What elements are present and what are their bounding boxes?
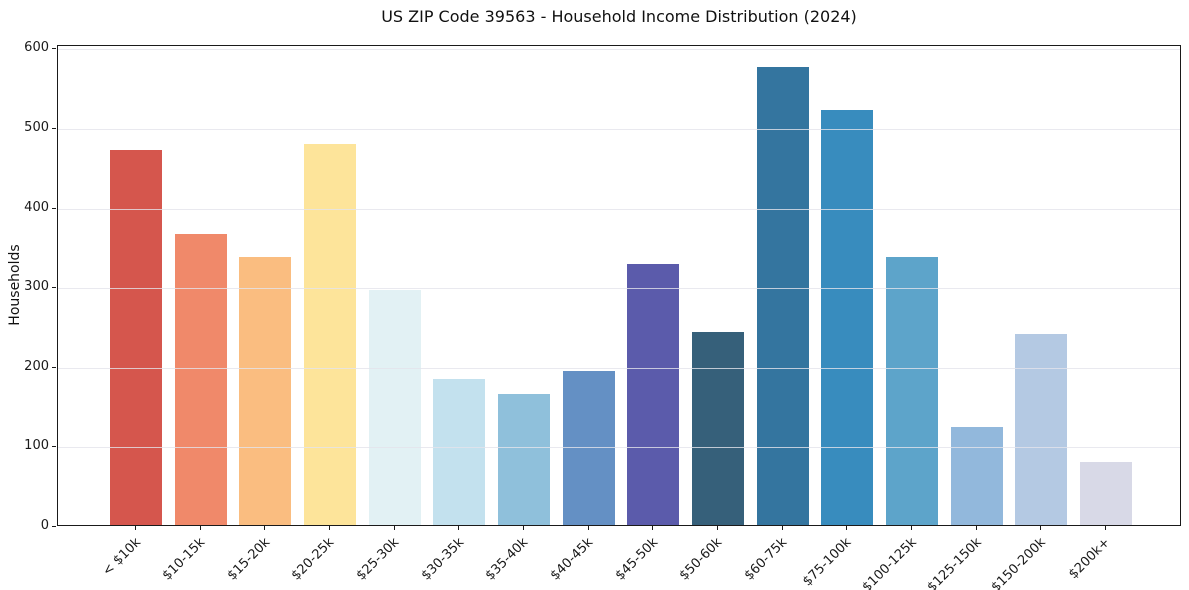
x-tick-mark <box>135 526 136 530</box>
x-tick-mark <box>911 526 912 530</box>
y-tick-label: 0 <box>40 518 49 533</box>
bar-7 <box>498 394 550 525</box>
x-tick-label-text: $30-35k <box>418 535 467 584</box>
gridline-y-600 <box>58 49 1180 51</box>
x-tick-label-text: $45-50k <box>612 535 661 584</box>
x-tick-mark <box>781 526 783 530</box>
bar-10 <box>692 331 744 525</box>
bar-15 <box>1015 333 1068 525</box>
bar-11 <box>756 67 809 525</box>
y-tick-label: 600 <box>24 40 49 56</box>
gridline-y-400 <box>58 208 1180 210</box>
y-tick-mark <box>52 48 56 50</box>
gridline-y-300 <box>58 288 1180 290</box>
x-tick-mark <box>523 526 524 530</box>
x-tick-label-text: < $10k <box>99 535 144 580</box>
y-tick-mark <box>52 526 56 527</box>
bar-4 <box>304 143 356 525</box>
x-tick-label-text: $200k+ <box>1066 535 1114 583</box>
bar-3 <box>239 257 292 525</box>
y-tick-label: 500 <box>24 119 49 135</box>
bar-12 <box>821 110 874 525</box>
bar-6 <box>433 378 486 525</box>
y-tick-label: 400 <box>24 199 49 215</box>
y-tick-label: 200 <box>24 358 49 374</box>
x-tick-mark <box>1040 526 1042 530</box>
x-tick-mark <box>652 526 654 530</box>
bar-16 <box>1080 462 1132 525</box>
x-tick-label-text: $125-150k <box>924 535 985 590</box>
x-tick-mark <box>329 526 330 530</box>
bar-2 <box>174 233 227 525</box>
x-tick-mark <box>846 526 848 530</box>
bar-9 <box>627 263 680 525</box>
x-tick-label-text: $50-60k <box>677 535 726 584</box>
x-tick-mark <box>458 526 460 530</box>
x-tick-label-text: $20-25k <box>289 535 338 584</box>
x-tick-label-text: $75-100k <box>800 535 855 590</box>
plot-area <box>57 45 1181 526</box>
x-tick-label-text: $25-30k <box>353 535 403 584</box>
gridline-y-200 <box>58 367 1180 369</box>
x-tick-mark <box>264 526 266 530</box>
gridline-y-100 <box>58 447 1180 449</box>
y-tick-label: 100 <box>24 438 49 454</box>
x-tick-label-text: $15-20k <box>224 535 273 584</box>
x-tick-mark <box>587 526 589 530</box>
x-tick-mark <box>393 526 395 530</box>
y-tick-mark <box>52 207 56 209</box>
y-tick-label: 300 <box>24 279 49 295</box>
x-tick-label-text: $10-15k <box>159 535 209 584</box>
bar-14 <box>950 427 1003 525</box>
x-tick-mark <box>975 526 977 530</box>
x-tick-mark <box>717 526 718 530</box>
x-tick-mark <box>199 526 201 530</box>
bar-5 <box>368 290 421 525</box>
x-tick-mark <box>1105 526 1106 530</box>
x-tick-label-text: $60-75k <box>741 535 791 584</box>
x-tick-label-text: $100-125k <box>859 535 920 590</box>
y-tick-mark <box>52 287 56 289</box>
x-tick-label-text: $35-40k <box>483 535 532 584</box>
gridline-y-500 <box>58 128 1180 130</box>
y-tick-mark <box>52 446 56 448</box>
bar-1 <box>110 149 162 525</box>
bar-13 <box>886 256 938 525</box>
y-tick-mark <box>52 127 56 129</box>
y-tick-mark <box>52 366 56 368</box>
x-tick-label-text: $40-45k <box>547 535 597 584</box>
x-tick-label-text: $150-200k <box>988 535 1049 590</box>
chart-title: US ZIP Code 39563 - Household Income Dis… <box>381 7 857 26</box>
